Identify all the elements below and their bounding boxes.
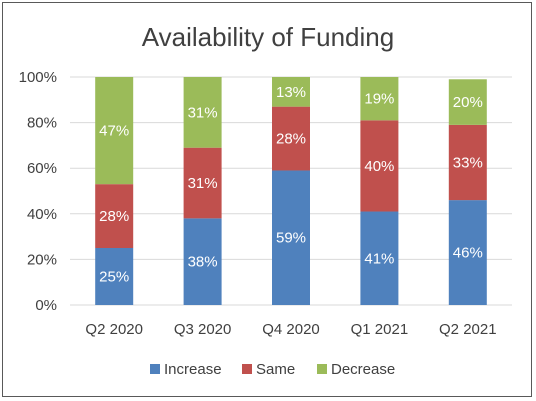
y-tick-label: 0% (35, 297, 57, 314)
data-label: 28% (276, 131, 306, 148)
bar-same-3 (360, 120, 399, 212)
y-tick-label: 80% (27, 115, 57, 132)
bar-increase-2 (272, 170, 310, 305)
data-label: 46% (453, 245, 483, 262)
x-axis-ticks: Q2 2020 Q3 2020 Q4 2020 Q1 2021 Q2 2021 (85, 321, 496, 338)
bar-decrease-0 (95, 77, 134, 185)
x-tick-label: Q4 2020 (262, 321, 320, 338)
y-axis-ticks: 0% 20% 40% 60% 80% 100% (19, 69, 57, 314)
bar-same-1 (183, 147, 222, 219)
data-label: 28% (99, 208, 129, 225)
x-tick-label: Q1 2021 (351, 321, 409, 338)
bar-decrease-4 (448, 79, 487, 125)
x-tick-label: Q2 2020 (85, 321, 143, 338)
legend-swatch-decrease (317, 364, 327, 374)
bars (95, 77, 487, 305)
data-label: 47% (99, 123, 129, 140)
data-label: 31% (188, 104, 218, 121)
y-tick-label: 20% (27, 251, 57, 268)
bar-decrease-2 (272, 77, 310, 107)
bar-increase-1 (183, 218, 222, 305)
data-label: 33% (453, 155, 483, 172)
data-label: 13% (276, 84, 306, 101)
bar-decrease-1 (183, 77, 222, 148)
data-label: 19% (364, 91, 394, 108)
data-label: 38% (188, 254, 218, 271)
legend-label-same: Same (256, 361, 295, 378)
data-label: 59% (276, 230, 306, 247)
data-label: 25% (99, 269, 129, 286)
bar-increase-0 (95, 248, 134, 305)
y-tick-label: 100% (19, 69, 57, 86)
y-tick-label: 60% (27, 160, 57, 177)
bar-same-2 (272, 106, 310, 171)
legend-swatch-increase (150, 364, 160, 374)
x-tick-label: Q3 2020 (174, 321, 232, 338)
bar-same-4 (448, 124, 487, 201)
y-tick-label: 40% (27, 206, 57, 223)
legend-swatch-same (242, 364, 252, 374)
data-label: 31% (188, 175, 218, 192)
data-label: 41% (364, 250, 394, 267)
legend-label-increase: Increase (164, 361, 222, 378)
legend: Increase Same Decrease (150, 361, 395, 378)
bar-labels: 25% 28% 47% 38% 31% 31% 59% 28% 13% 41% 40% 19% 46% 3… (99, 84, 483, 286)
legend-label-decrease: Decrease (331, 361, 395, 378)
bar-increase-4 (448, 200, 487, 305)
bar-decrease-3 (360, 77, 399, 121)
bar-same-0 (95, 184, 134, 248)
data-label: 40% (364, 158, 394, 175)
chart-frame (2, 2, 532, 397)
x-tick-label: Q2 2021 (439, 321, 497, 338)
bar-increase-3 (360, 211, 399, 305)
chart-title: Availability of Funding (142, 22, 394, 52)
data-label: 20% (453, 94, 483, 111)
